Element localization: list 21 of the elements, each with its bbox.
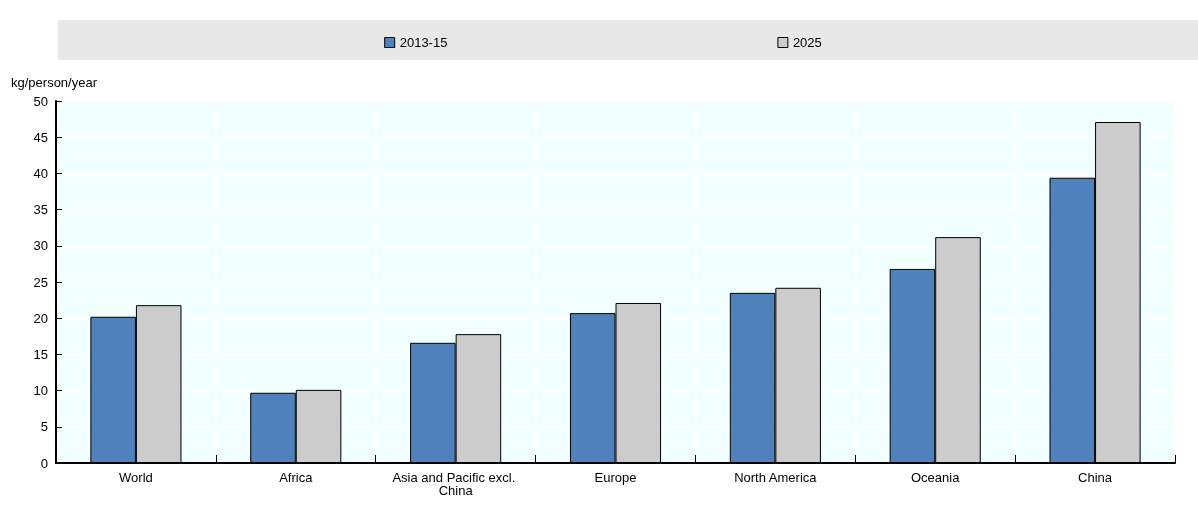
y-tick-label: 25: [33, 274, 48, 290]
y-tick-label: 30: [33, 238, 48, 254]
y-tick-label: 50: [33, 93, 48, 109]
y-tick-label: 45: [33, 129, 48, 145]
x-tick-label: Asia and Pacific excl. China: [392, 470, 519, 498]
y-tick-label: 20: [33, 310, 48, 326]
y-tick-label: 0: [40, 455, 48, 471]
x-tick-label: North America: [734, 470, 818, 485]
x-tick-label: Africa: [279, 470, 314, 485]
y-axis-title: kg/person/year: [11, 75, 98, 90]
x-tick-label: Oceania: [911, 470, 961, 485]
y-tick-label: 35: [33, 202, 48, 218]
y-tick-label: 40: [33, 165, 48, 181]
x-tick-label: Europe: [594, 470, 637, 485]
y-tick-label: 15: [33, 346, 48, 362]
x-tick-label: World: [119, 470, 153, 485]
legend-label: 2025: [792, 35, 822, 50]
x-tick-label: China: [1078, 470, 1113, 485]
y-tick-label: 10: [33, 383, 48, 399]
legend-label: 2013-15: [399, 35, 448, 50]
y-tick-label: 5: [40, 419, 48, 435]
